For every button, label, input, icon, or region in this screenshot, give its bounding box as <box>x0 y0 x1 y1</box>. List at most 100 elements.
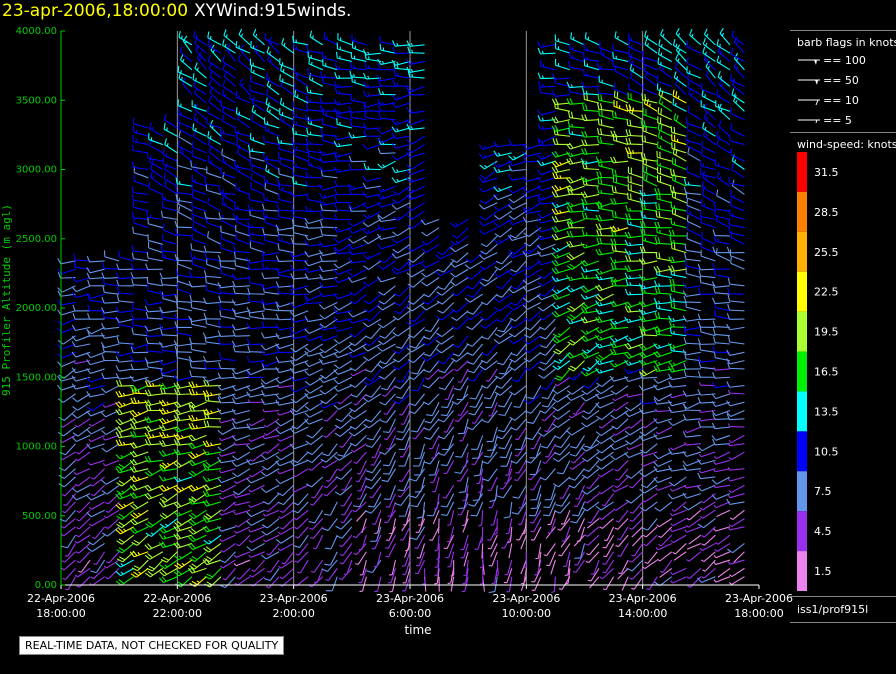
wind-barb <box>247 294 265 304</box>
barb-flag <box>262 210 265 218</box>
barb-flag <box>86 512 92 518</box>
barb-staff <box>192 484 207 492</box>
wind-barb <box>318 401 338 409</box>
barb-flag <box>204 394 207 401</box>
barb-half-flag <box>210 392 213 396</box>
barb-half-flag <box>339 562 344 565</box>
wind-barb <box>162 157 178 171</box>
barb-flag <box>291 127 294 134</box>
wind-barb <box>341 501 353 516</box>
barb-flag <box>333 293 338 299</box>
barb-flag <box>333 134 338 141</box>
wind-barb <box>261 518 280 529</box>
barb-flag <box>408 410 415 415</box>
barb-flag <box>306 434 313 439</box>
barb-half-flag <box>410 109 414 113</box>
barb-half-flag <box>222 578 226 581</box>
barb-flag <box>377 233 382 240</box>
barb-half-flag <box>381 195 385 199</box>
barb-half-flag <box>163 477 167 481</box>
wind-barb <box>263 175 280 187</box>
barb-staff <box>163 368 178 375</box>
wind-barb <box>363 130 381 137</box>
wind-barb <box>459 426 469 442</box>
barb-flag <box>57 272 62 279</box>
barb-flag <box>436 300 443 305</box>
barb-flag <box>364 342 371 347</box>
barb-half-flag <box>248 423 252 427</box>
barb-staff <box>119 351 134 357</box>
wind-barb <box>377 360 396 369</box>
barb-half-flag <box>308 468 312 471</box>
barb-staff <box>427 293 440 305</box>
barb-flag <box>71 324 76 331</box>
wind-barb <box>377 210 396 220</box>
wind-barb <box>275 224 294 231</box>
barb-half-flag <box>102 437 106 441</box>
barb-flag <box>133 397 137 404</box>
wind-barb <box>233 476 251 484</box>
barb-staff <box>416 418 426 433</box>
barb-flag <box>406 66 411 73</box>
barb-staff <box>413 310 425 323</box>
barb-staff <box>205 301 221 305</box>
barb-flag <box>119 556 126 561</box>
barb-staff <box>106 559 120 569</box>
barb-staff <box>63 468 76 479</box>
barb-staff <box>206 289 222 295</box>
barb-flag <box>406 215 413 220</box>
barb-flag <box>159 440 164 447</box>
wind-barb <box>160 210 178 220</box>
wind-barb <box>280 113 294 129</box>
wind-barb <box>415 518 426 533</box>
barb-staff <box>323 301 338 310</box>
wind-barb <box>188 388 207 396</box>
barb-staff <box>118 324 134 328</box>
barb-staff <box>356 509 367 522</box>
barb-staff <box>162 349 178 353</box>
barb-flag <box>188 355 192 363</box>
barb-flag <box>188 544 194 550</box>
barb-flag <box>246 423 251 430</box>
wind-barb <box>163 148 178 162</box>
barb-flag <box>87 313 91 320</box>
wind-barb <box>149 122 164 137</box>
barb-staff <box>410 119 425 126</box>
barb-flag <box>144 299 149 306</box>
barb-staff <box>150 526 164 537</box>
wind-barb <box>219 493 236 500</box>
barb-staff <box>235 208 251 212</box>
wind-barb <box>276 346 294 354</box>
barb-flag <box>173 402 179 408</box>
wind-barb <box>188 542 207 551</box>
barb-staff <box>337 310 352 315</box>
wind-barb <box>482 410 498 424</box>
barb-flag <box>173 462 180 468</box>
barb-half-flag <box>323 419 328 422</box>
barb-flag <box>161 485 167 491</box>
barb-half-flag <box>207 477 210 481</box>
wind-barb <box>150 171 164 187</box>
wind-barb <box>207 31 222 46</box>
barb-flag <box>276 203 280 211</box>
barb-flag <box>218 302 222 310</box>
barb-flag <box>318 352 324 359</box>
wind-barb <box>438 426 455 440</box>
barb-half-flag <box>457 414 462 416</box>
barb-flag <box>248 193 251 200</box>
barb-flag <box>367 505 375 508</box>
barb-flag <box>193 130 196 137</box>
barb-flag <box>334 456 340 461</box>
barb-staff <box>194 93 207 104</box>
wind-barb <box>307 50 323 62</box>
barb-flag <box>392 248 399 254</box>
barb-staff <box>473 368 484 382</box>
barb-staff <box>208 509 222 520</box>
wind-barb <box>478 227 498 235</box>
wind-barb <box>144 438 163 446</box>
wind-barb <box>160 244 178 254</box>
barb-half-flag <box>263 424 267 428</box>
barb-staff <box>362 559 367 575</box>
barb-half-flag <box>233 502 236 506</box>
wind-barb <box>145 330 163 337</box>
